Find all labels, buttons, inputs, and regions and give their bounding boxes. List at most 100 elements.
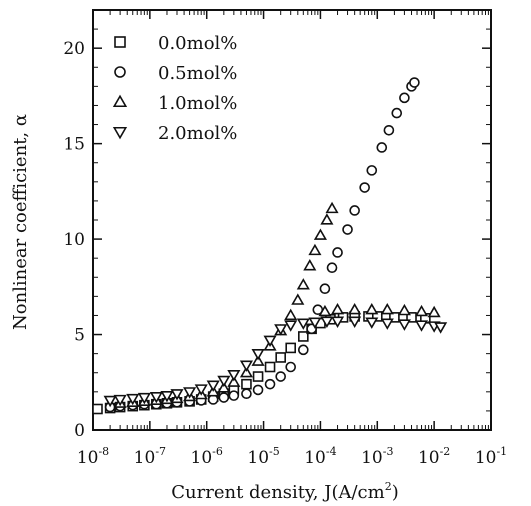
square-point <box>241 378 252 390</box>
x-tick-label: 10-4 <box>304 445 336 468</box>
triangle-up-point <box>308 243 322 256</box>
y-tick-label: 10 <box>63 230 85 250</box>
triangle-down-point <box>320 316 334 328</box>
triangle-down-point <box>380 318 394 330</box>
triangle-down-point <box>149 391 163 404</box>
circle-point <box>275 371 286 382</box>
square-point <box>389 312 400 323</box>
circle-point <box>264 378 276 390</box>
legend: 0.0mol% 0.5mol% 1.0mol% 2.0mol% <box>112 33 237 144</box>
triangle-down-point <box>251 349 265 361</box>
x-tick-base: 10 <box>361 448 383 468</box>
triangle-up-point <box>320 213 334 225</box>
triangle-up-point <box>397 303 411 316</box>
circle-point <box>366 165 378 176</box>
x-tick-base: 10 <box>304 448 326 468</box>
triangle-up-point <box>427 305 441 318</box>
square-point <box>298 331 309 342</box>
triangle-down-point <box>170 389 184 401</box>
legend-label: 0.0mol% <box>158 33 237 54</box>
square-point <box>285 342 296 354</box>
triangle-up-point <box>227 375 241 387</box>
triangle-up-point <box>291 293 305 305</box>
square-point <box>264 361 276 373</box>
x-axis-title: Current density, J(A/cm2) <box>171 480 398 503</box>
triangle-down-point <box>194 384 208 396</box>
triangle-up-point <box>348 302 362 315</box>
legend-label: 1.0mol% <box>158 93 237 114</box>
triangle-up-point <box>251 354 265 366</box>
y-tick-label: 5 <box>74 326 85 346</box>
square-point <box>371 311 383 322</box>
triangle-down-point <box>103 395 117 408</box>
x-tick-base: 10 <box>247 448 269 468</box>
legend-marker-square <box>114 36 126 48</box>
y-tick-label: 20 <box>63 39 85 59</box>
y-axis <box>93 9 491 431</box>
circle-point <box>359 182 370 193</box>
x-tick-label: 10-8 <box>77 445 109 468</box>
x-axis-title-suffix: ) <box>392 482 399 503</box>
triangle-down-point <box>239 360 254 372</box>
triangle-down-point <box>397 319 411 331</box>
square-point <box>252 371 264 382</box>
x-tick-base: 10 <box>191 448 213 468</box>
legend-label: 0.5mol% <box>158 63 237 84</box>
triangle-down-point <box>414 320 429 332</box>
x-tick-exponent: -5 <box>269 445 280 458</box>
x-tick-exponent: -4 <box>326 445 337 458</box>
legend-marker-circle <box>114 66 126 78</box>
x-tick-base: 10 <box>475 448 497 468</box>
square-point <box>92 403 103 415</box>
circle-point <box>376 142 388 153</box>
circle-point <box>332 247 343 258</box>
triangle-up-point <box>414 304 429 317</box>
triangle-down-point <box>308 317 322 329</box>
circle-point <box>298 344 309 356</box>
x-tick-label: 10-1 <box>475 445 507 468</box>
triangle-up-point <box>296 278 310 290</box>
y-axis-title: Nonlinear coefficient, α <box>10 114 31 330</box>
square-point <box>406 312 417 323</box>
data-points <box>92 77 448 415</box>
triangle-up-point <box>217 381 231 393</box>
triangle-up-point <box>325 201 339 214</box>
triangle-down-point <box>217 375 231 388</box>
triangle-down-point <box>126 393 140 406</box>
triangle-up-point <box>380 302 394 315</box>
triangle-down-point <box>434 322 448 334</box>
x-tick-base: 10 <box>77 448 99 468</box>
triangle-down-point <box>227 370 241 382</box>
circle-point <box>342 224 353 235</box>
triangle-down-point <box>206 380 220 392</box>
x-axis <box>92 10 492 430</box>
y-tick-label: 15 <box>63 135 85 155</box>
triangle-up-point <box>284 308 298 321</box>
circle-point <box>349 205 360 216</box>
x-tick-exponent: -3 <box>383 445 394 458</box>
triangle-up-point <box>365 302 379 315</box>
x-tick-exponent: -7 <box>155 445 166 458</box>
x-tick-base: 10 <box>418 448 440 468</box>
y-tick-labels: 0 5 10 15 20 <box>63 39 85 441</box>
circle-point <box>319 283 331 295</box>
triangle-down-point <box>348 316 362 328</box>
x-tick-exponent: -2 <box>440 445 451 458</box>
circle-point <box>383 124 395 136</box>
circle-point <box>409 77 420 88</box>
triangle-up-point <box>330 302 345 315</box>
triangle-down-point <box>137 392 151 405</box>
circle-point <box>285 361 296 373</box>
x-tick-label: 10-7 <box>134 445 166 468</box>
x-tick-exponent: -1 <box>496 445 507 458</box>
circle-point <box>228 390 240 401</box>
x-tick-label: 10-5 <box>247 445 279 468</box>
square-point <box>275 352 286 363</box>
x-tick-label: 10-3 <box>361 445 393 468</box>
circle-point <box>399 92 410 104</box>
x-tick-label: 10-2 <box>418 445 450 468</box>
circle-point <box>326 262 338 274</box>
x-tick-exponent: -6 <box>212 445 223 458</box>
legend-marker-triangle-up <box>112 94 128 108</box>
legend-label: 2.0mol% <box>158 123 237 144</box>
